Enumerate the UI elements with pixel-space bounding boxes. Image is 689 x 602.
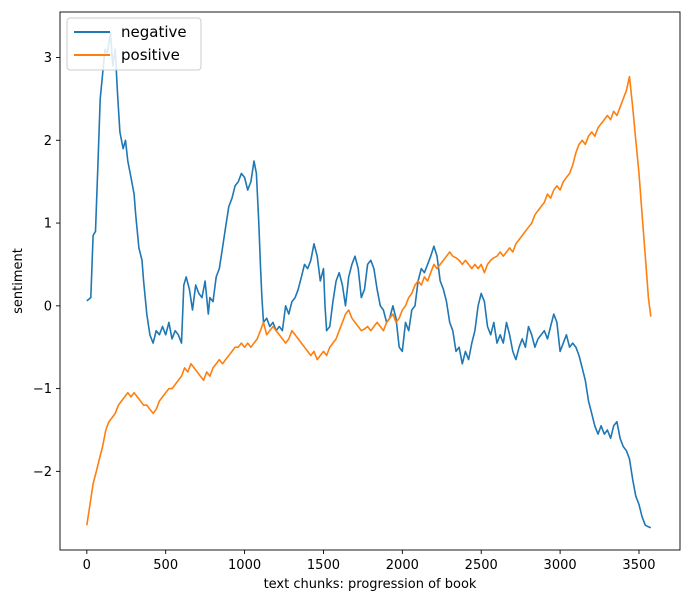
series-line-negative [86, 31, 652, 529]
y-axis: −2 −1 0 1 2 3 [33, 51, 60, 480]
legend-label-positive: positive [121, 46, 180, 64]
y-tick-label: 2 [44, 134, 52, 149]
y-tick-label: 0 [44, 299, 52, 314]
x-tick-label: 3000 [544, 558, 577, 573]
y-tick-label: −1 [33, 382, 52, 397]
x-tick-label: 1000 [228, 558, 261, 573]
x-axis: 0 500 1000 1500 2000 2500 3000 3500 [83, 550, 656, 573]
y-tick-label: 3 [44, 51, 52, 66]
y-axis-label: sentiment [11, 248, 26, 314]
x-tick-label: 1500 [307, 558, 340, 573]
plot-frame [59, 11, 681, 551]
x-tick-label: 3500 [622, 558, 655, 573]
series-layer [86, 31, 652, 529]
x-tick-label: 2500 [465, 558, 498, 573]
x-axis-label: text chunks: progression of book [264, 577, 477, 592]
x-tick-label: 2000 [386, 558, 419, 573]
plot-area [60, 12, 680, 550]
x-tick-label: 0 [83, 558, 91, 573]
legend: negative positive [66, 17, 202, 71]
series-line-positive [86, 75, 652, 526]
x-tick-label: 500 [153, 558, 178, 573]
legend-label-negative: negative [121, 23, 187, 41]
y-tick-label: 1 [44, 217, 52, 232]
y-tick-label: −2 [33, 465, 52, 480]
